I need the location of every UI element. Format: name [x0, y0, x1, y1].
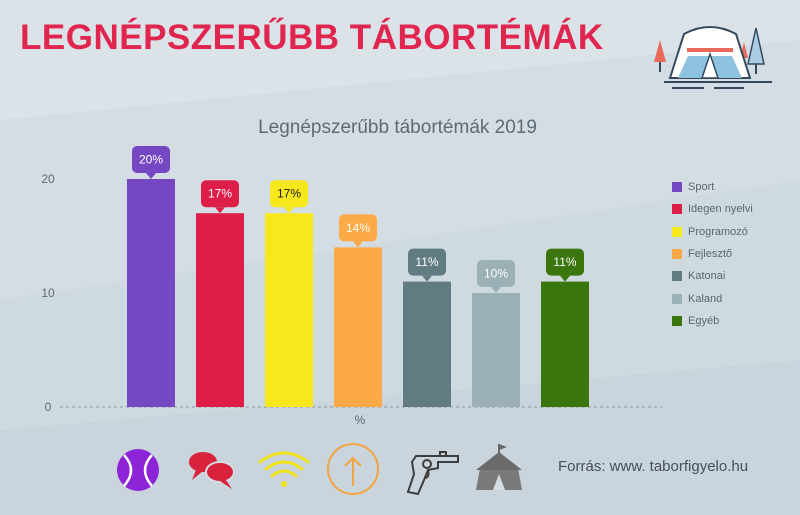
legend-swatch [672, 204, 682, 215]
bar-katonai [403, 281, 451, 407]
chart-legend: Sport Idegen nyelvi Programozó Fejlesztő Kat… [672, 176, 753, 332]
data-label-bubble [270, 180, 308, 208]
data-label: 11% [415, 255, 438, 269]
legend-item: Fejlesztő [672, 243, 753, 265]
data-label-pointer [215, 207, 225, 214]
data-label-pointer [284, 207, 294, 214]
source-credit: Forrás: www. taborfigyelo.hu [558, 458, 749, 475]
y-tick-label: 0 [45, 400, 52, 414]
bar-egyéb [541, 281, 589, 407]
legend-label: Fejlesztő [688, 248, 733, 261]
legend-label: Sport [688, 181, 715, 194]
page-title: LEGNÉPSZERŰBB TÁBORTÉMÁK [20, 18, 604, 57]
data-label-bubble [339, 214, 377, 242]
y-tick-label: 10 [41, 286, 55, 300]
bar-fejlesztő [334, 247, 382, 407]
bar-sport [127, 179, 175, 407]
data-label: 11% [553, 255, 576, 269]
data-label-bubble [477, 260, 515, 287]
legend-label: Programozó [688, 225, 748, 238]
bar-programozó [265, 213, 313, 407]
data-label-bubble [201, 180, 239, 208]
legend-swatch [672, 271, 682, 282]
legend-item: Idegen nyelvi [672, 198, 753, 220]
legend-swatch [672, 249, 682, 260]
legend-swatch [672, 182, 682, 193]
data-label-pointer [422, 275, 432, 282]
data-label: 17% [277, 187, 301, 201]
legend-swatch [672, 315, 682, 326]
data-label: 17% [208, 187, 232, 201]
data-label-pointer [560, 275, 570, 282]
legend-label: Kaland [688, 292, 723, 305]
legend-label: Katonai [688, 270, 726, 283]
data-label-pointer [146, 173, 156, 179]
legend-item: Katonai [672, 265, 753, 287]
y-tick-label: 20 [41, 172, 55, 186]
data-label: 10% [484, 267, 508, 281]
legend-item: Sport [672, 176, 753, 198]
camp-tent-icon [654, 26, 772, 89]
legend-label: Egyéb [688, 314, 720, 327]
data-label-bubble [546, 248, 584, 276]
data-label: 14% [346, 221, 370, 235]
legend-item: Programozó [672, 221, 753, 243]
data-label-pointer [353, 241, 363, 248]
legend-swatch [672, 226, 682, 237]
data-label-bubble [408, 248, 446, 276]
bar-kaland [472, 293, 520, 407]
data-label-bubble [132, 146, 170, 173]
legend-item: Egyéb [672, 310, 753, 332]
data-label-pointer [491, 287, 501, 293]
data-label: 20% [139, 153, 163, 167]
chart-title: Legnépszerűbb tábortémák 2019 [258, 117, 537, 138]
legend-label: Idegen nyelvi [688, 203, 753, 216]
legend-item: Kaland [672, 287, 753, 309]
x-axis-label: % [355, 413, 366, 427]
legend-swatch [672, 293, 682, 304]
bar-idegen-nyelvi [196, 213, 244, 407]
